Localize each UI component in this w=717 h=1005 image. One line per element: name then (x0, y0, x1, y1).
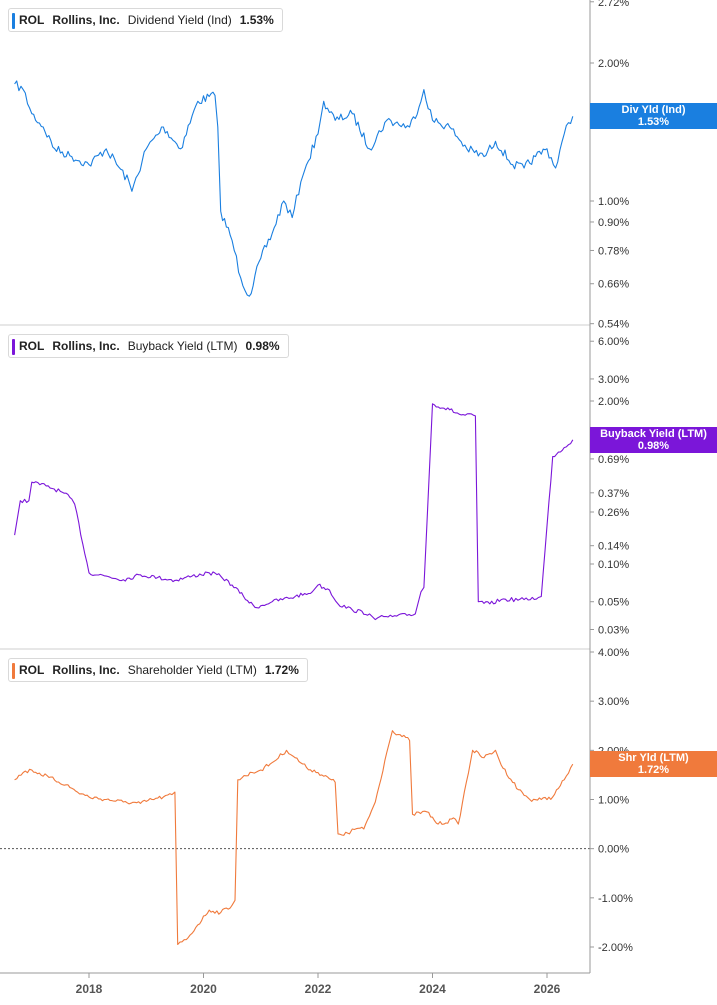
x-tick-label: 2020 (190, 982, 217, 996)
y-tick-label: 0.90% (598, 217, 629, 229)
legend-swatch (12, 663, 15, 679)
y-tick-label: -1.00% (598, 893, 633, 905)
y-tick-label: 0.14% (598, 541, 629, 553)
legend-ticker: ROL (19, 339, 45, 353)
y-tick-label: 3.00% (598, 374, 629, 386)
legend-swatch (12, 13, 15, 29)
legend-ticker: ROL (19, 13, 45, 27)
legend-company: Rollins, Inc. (52, 663, 120, 677)
last-value-tag-buyback: Buyback Yield (LTM) 0.98% (590, 426, 717, 453)
legend-value: 1.53% (239, 13, 274, 27)
tag-label: Shr Yld (LTM) (618, 752, 689, 765)
y-tick-label: 6.00% (598, 336, 629, 348)
legend-ticker: ROL (19, 663, 45, 677)
last-value-tag-dividend: Div Yld (Ind) 1.53% (590, 103, 717, 130)
x-tick-label: 2026 (534, 982, 561, 996)
y-tick-label: 1.00% (598, 795, 629, 807)
y-tick-label: 0.54% (598, 319, 629, 331)
tag-value: 1.72% (637, 764, 670, 777)
y-tick-label: 0.05% (598, 597, 629, 609)
y-tick-label: 2.00% (598, 396, 629, 408)
y-tick-label: 2.00% (598, 58, 629, 70)
series-layer (14, 80, 574, 946)
legend-metric: Shareholder Yield (LTM) (127, 663, 257, 677)
y-tick-label: 0.26% (598, 507, 629, 519)
y-tick-label: 0.78% (598, 245, 629, 257)
y-tick-label: 0.37% (598, 488, 629, 500)
legend-company: Rollins, Inc. (52, 339, 120, 353)
y-tick-label: 1.00% (598, 196, 629, 208)
legend-value: 0.98% (245, 339, 280, 353)
series-line-shareholder (14, 730, 574, 946)
y-tick-label: 0.00% (598, 844, 629, 856)
tag-label: Buyback Yield (LTM) (600, 427, 707, 440)
series-line-dividend (14, 80, 574, 297)
legend-company: Rollins, Inc. (52, 13, 120, 27)
tag-value: 0.98% (637, 439, 670, 452)
x-tick-label: 2022 (305, 982, 332, 996)
legend-metric: Dividend Yield (Ind) (127, 13, 232, 27)
legend-metric: Buyback Yield (LTM) (127, 339, 238, 353)
legend-shareholder-yield[interactable]: ROL Rollins, Inc. Shareholder Yield (LTM… (8, 658, 308, 682)
series-line-buyback (14, 403, 574, 621)
y-tick-label: 4.00% (598, 647, 629, 659)
axis-layer: 2.72% 2.00% 1.00% 0.90% 0.78% 0.66% 0.54% 6.00%… (0, 0, 633, 996)
legend-swatch (12, 339, 15, 355)
legend-dividend-yield[interactable]: ROL Rollins, Inc. Dividend Yield (Ind) 1… (8, 8, 283, 32)
y-tick-label: 0.03% (598, 625, 629, 637)
x-tick-label: 2024 (419, 982, 446, 996)
y-tick-label: 0.66% (598, 279, 629, 291)
y-tick-label: 3.00% (598, 696, 629, 708)
y-tick-label: 0.10% (598, 559, 629, 571)
y-tick-label: 0.69% (598, 454, 629, 466)
x-tick-label: 2018 (76, 982, 103, 996)
y-tick-label: -2.00% (598, 942, 633, 954)
grid-layer (0, 324, 590, 850)
legend-buyback-yield[interactable]: ROL Rollins, Inc. Buyback Yield (LTM) 0.… (8, 334, 289, 358)
last-value-tag-shareholder: Shr Yld (LTM) 1.72% (590, 751, 717, 778)
tag-label: Div Yld (Ind) (621, 104, 686, 117)
y-tick-label: 2.72% (598, 0, 629, 9)
tag-value: 1.53% (637, 116, 670, 129)
legend-value: 1.72% (264, 663, 299, 677)
